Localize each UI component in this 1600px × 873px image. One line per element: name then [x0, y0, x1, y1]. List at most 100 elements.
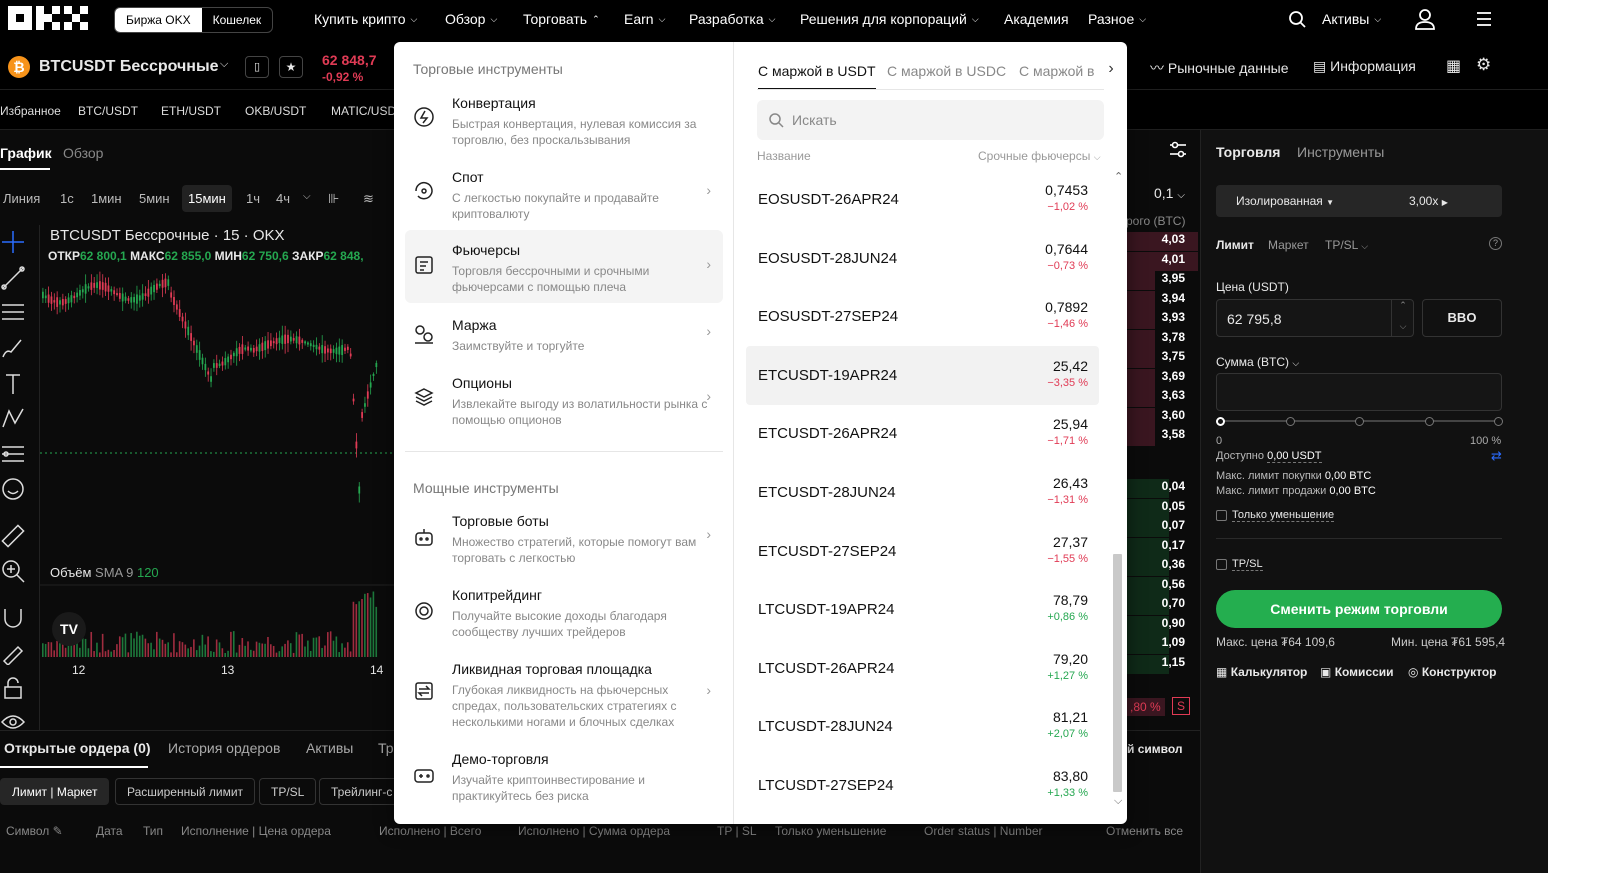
tab-usdc-margin[interactable]: С маржой в USDC [887, 63, 1007, 79]
tf-1m[interactable]: 1мин [91, 191, 122, 206]
tpsl-checkbox[interactable] [1216, 559, 1227, 570]
chip-advanced-limit[interactable]: Расширенный лимит [115, 778, 256, 805]
order-type-market[interactable]: Маркет [1268, 238, 1309, 252]
nav-misc[interactable]: Разное ⌵ [1088, 11, 1147, 27]
amount-input[interactable] [1216, 373, 1502, 411]
tf-1s[interactable]: 1с [60, 191, 74, 206]
star-icon[interactable]: ★ [279, 56, 303, 78]
lock-icon[interactable] [0, 675, 26, 701]
tradingview-logo[interactable]: TV [52, 612, 86, 646]
bid-amount[interactable]: 0,56 [1126, 576, 1198, 596]
text-icon[interactable] [0, 371, 26, 397]
scroll-down-icon[interactable]: ⌵ [1114, 795, 1123, 807]
menu-item-liquid-marketplace[interactable]: Ликвидная торговая площадка Глубокая лик… [405, 652, 723, 732]
ruler-icon[interactable] [0, 523, 26, 549]
tick-size-select[interactable]: 0,1 ⌵ [1154, 185, 1185, 201]
nav-corporate[interactable]: Решения для корпораций ⌵ [800, 11, 979, 27]
tf-4h[interactable]: 4ч [276, 191, 291, 206]
tf-line[interactable]: Линия [3, 191, 41, 206]
slider-stop[interactable] [1494, 417, 1503, 426]
tab-more[interactable]: Тр [378, 740, 394, 756]
chip-tpsl[interactable]: TP/SL [259, 778, 317, 805]
current-symbol-toggle[interactable]: й символ [1127, 742, 1183, 756]
menu-item-copytrading[interactable]: Копитрейдинг Получайте высокие доходы бл… [405, 578, 723, 642]
builder-button[interactable]: ◎ Конструктор [1408, 665, 1497, 679]
transfer-icon[interactable]: ⇄ [1491, 448, 1502, 463]
menu-item-options[interactable]: Опционы Извлекайте выгоду из волатильнос… [405, 366, 723, 430]
search-icon[interactable] [1288, 10, 1307, 29]
zoom-in-icon[interactable] [0, 558, 26, 584]
book-icon[interactable]: ▯ [245, 56, 269, 78]
amount-label[interactable]: Сумма (BTC) ⌵ [1216, 355, 1300, 369]
futures-row[interactable]: ETCUSDT-28JUN24 26,43 −1,31 % [746, 463, 1099, 522]
tab-tools[interactable]: Инструменты [1297, 144, 1385, 160]
fav-eth-usdt[interactable]: ETH/USDT [161, 104, 221, 118]
menu-item-margin[interactable]: Маржа Заимствуйте и торгуйте › [405, 308, 723, 358]
bid-amount[interactable]: 0,36 [1126, 557, 1198, 576]
fav-okb-usdt[interactable]: OKB/USDT [245, 104, 307, 118]
order-type-tpsl[interactable]: TP/SL ⌵ [1325, 238, 1369, 252]
orderbook-settings-icon[interactable] [1140, 140, 1186, 164]
tf-1h[interactable]: 1ч [246, 191, 261, 206]
slider-stop[interactable] [1355, 417, 1364, 426]
switch-mode-button[interactable]: Сменить режим торговли [1216, 590, 1502, 628]
col-type-select[interactable]: Срочные фьючерсы ⌵ [978, 149, 1101, 163]
emoji-icon[interactable] [0, 476, 26, 502]
fav-btc-usdt[interactable]: BTC/USDT [78, 104, 138, 118]
nav-assets[interactable]: Активы ⌵ [1322, 11, 1382, 27]
bid-amount[interactable]: 0,04 [1126, 479, 1198, 498]
layout-icon[interactable]: ▦ [1446, 58, 1462, 75]
chevron-down-icon[interactable]: ⌵ [303, 191, 311, 202]
futures-search-input[interactable]: Искать [757, 100, 1104, 140]
futures-row[interactable]: EOSUSDT-28JUN24 0,7644 −0,73 % [746, 229, 1099, 288]
futures-row[interactable]: ETCUSDT-26APR24 25,94 −1,71 % [746, 404, 1099, 463]
ask-amount[interactable]: 4,01 [1126, 251, 1198, 271]
user-icon[interactable] [1414, 8, 1436, 30]
nav-academy[interactable]: Академия [1004, 11, 1069, 27]
gear-icon[interactable]: ⚙ [1476, 55, 1492, 74]
bid-amount[interactable]: 1,09 [1126, 635, 1198, 654]
futures-row[interactable]: ETCUSDT-19APR24 25,42 −3,35 % [746, 345, 1099, 405]
tab-trade[interactable]: Торговля [1216, 144, 1281, 160]
ask-amount[interactable]: 3,58 [1126, 427, 1198, 446]
slider-stop[interactable] [1216, 417, 1225, 426]
brush-icon[interactable] [0, 335, 26, 361]
ask-amount[interactable]: 4,03 [1126, 232, 1198, 251]
indicators-icon[interactable]: ≋ [363, 191, 374, 206]
tab-order-history[interactable]: История ордеров [168, 740, 281, 756]
bid-amount[interactable]: 1,15 [1126, 654, 1198, 674]
exchange-tab[interactable]: Биржа OKX [115, 8, 202, 32]
futures-row[interactable]: EOSUSDT-26APR24 0,7453 −1,02 % [746, 170, 1099, 229]
scroll-up-icon[interactable]: ⌃ [1114, 171, 1124, 183]
slider-stop[interactable] [1424, 417, 1434, 426]
pattern-icon[interactable] [0, 405, 26, 431]
fav-matic-usd[interactable]: MATIC/USD [331, 104, 397, 118]
reduce-only-checkbox[interactable] [1216, 510, 1227, 521]
leverage-select[interactable]: 3,00x ▶ [1409, 194, 1448, 208]
crosshair-icon[interactable] [0, 229, 26, 255]
menu-icon[interactable] [1476, 11, 1492, 27]
bid-amount[interactable]: 0,17 [1126, 537, 1198, 557]
order-type-limit[interactable]: Лимит [1216, 238, 1254, 252]
ask-amount[interactable]: 3,63 [1126, 388, 1198, 407]
tab-open-orders[interactable]: Открытые ордера (0) [4, 740, 151, 756]
bid-amount[interactable]: 0,70 [1126, 596, 1198, 615]
bid-amount[interactable]: 0,05 [1126, 498, 1198, 518]
cancel-all-button[interactable]: Отменить все [1106, 824, 1184, 838]
nav-trade[interactable]: Торговать ⌃ [523, 11, 600, 27]
candles-icon[interactable]: ⊪ [328, 191, 340, 206]
tab-coin-margin[interactable]: С маржой в [1019, 63, 1095, 79]
chip-limit-market[interactable]: Лимит | Маркет [0, 778, 110, 805]
okx-logo[interactable] [8, 6, 88, 32]
chevron-down-icon[interactable]: ⌵ [220, 58, 229, 70]
nav-buy-crypto[interactable]: Купить крипто ⌵ [314, 11, 418, 27]
ask-amount[interactable]: 3,60 [1126, 407, 1198, 427]
ask-amount[interactable]: 3,94 [1126, 290, 1198, 310]
price-chart[interactable] [40, 265, 394, 665]
menu-item-bots[interactable]: Торговые боты Множество стратегий, котор… [405, 504, 723, 568]
price-stepper[interactable]: ⌃ ⌵ [1391, 300, 1414, 336]
futures-row[interactable]: ETCUSDT-27SEP24 27,37 −1,55 % [746, 522, 1099, 581]
wallet-tab[interactable]: Кошелек [212, 13, 262, 27]
futures-row[interactable]: LTCUSDT-26APR24 79,20 +1,27 % [746, 639, 1099, 698]
slider-stop[interactable] [1285, 417, 1295, 426]
